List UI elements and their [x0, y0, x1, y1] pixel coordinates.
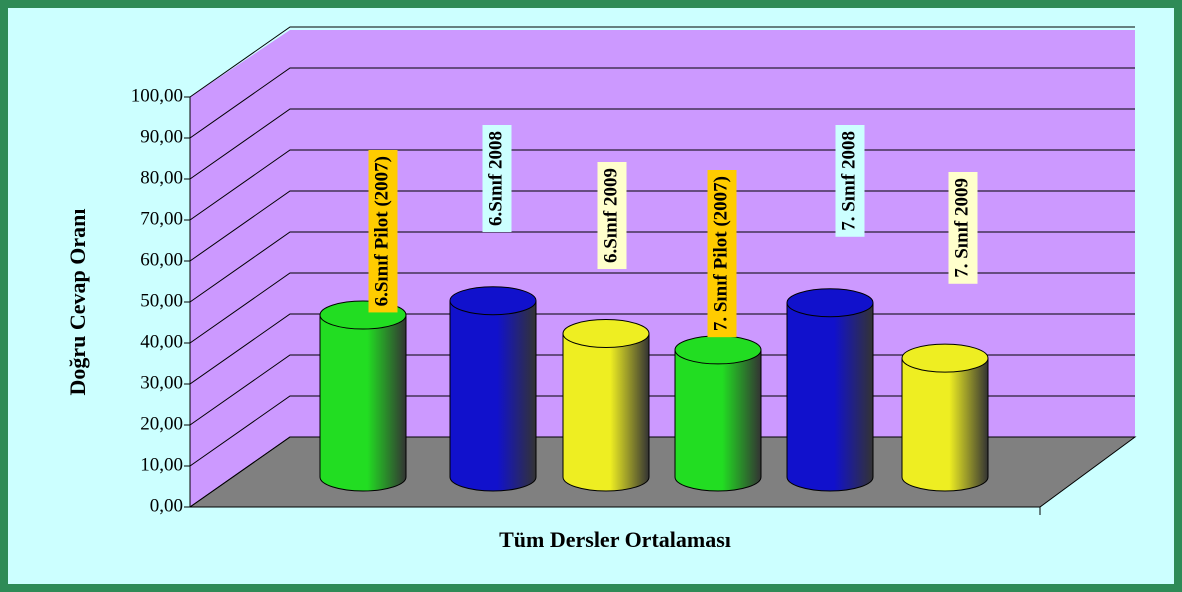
y-tick-label: 80,00 [140, 167, 183, 188]
bar-top [786, 288, 874, 318]
bar-label: 6.Sınıf 2009 [600, 168, 621, 263]
y-tick-label: 0,00 [150, 495, 183, 516]
label-box [948, 172, 978, 284]
bar-label: 6.Sınıf Pilot (2007) [371, 156, 392, 306]
bar [902, 358, 988, 477]
label-box [707, 170, 737, 338]
y-tick-label: 70,00 [140, 208, 183, 229]
grid-line [189, 26, 1135, 98]
label-box [597, 162, 627, 270]
bar-label: 7. Sınıf 2008 [838, 131, 859, 231]
label-box [835, 125, 865, 237]
bar [675, 349, 761, 477]
bar-label: 7. Sınıf 2009 [951, 178, 972, 278]
side-wall [190, 30, 290, 507]
label-box [368, 150, 398, 313]
bar-top [562, 319, 650, 348]
bar-top [449, 286, 537, 316]
label-box [482, 125, 512, 233]
bar-top [901, 343, 989, 373]
grid-line [189, 272, 1135, 344]
y-tick-label: 60,00 [140, 249, 183, 270]
bar [563, 333, 649, 477]
bar [320, 315, 406, 477]
y-tick-label: 30,00 [140, 372, 183, 393]
bar-label: 6.Sınıf 2008 [485, 131, 506, 226]
y-tick-label: 50,00 [140, 290, 183, 311]
bar [450, 300, 536, 477]
grid-line [189, 108, 1135, 180]
bar-label: 7. Sınıf Pilot (2007) [710, 176, 731, 331]
x-axis-title: Tüm Dersler Ortalaması [499, 527, 731, 552]
y-tick-label: 90,00 [140, 126, 183, 147]
bar-top [674, 335, 762, 365]
y-tick-label: 100,00 [131, 85, 183, 106]
y-tick-label: 10,00 [140, 454, 183, 475]
grid-line [189, 67, 1135, 139]
y-axis-title: Doğru Cevap Oranı [65, 209, 90, 396]
y-tick-label: 20,00 [140, 413, 183, 434]
bar [787, 302, 873, 477]
y-tick-label: 40,00 [140, 331, 183, 352]
